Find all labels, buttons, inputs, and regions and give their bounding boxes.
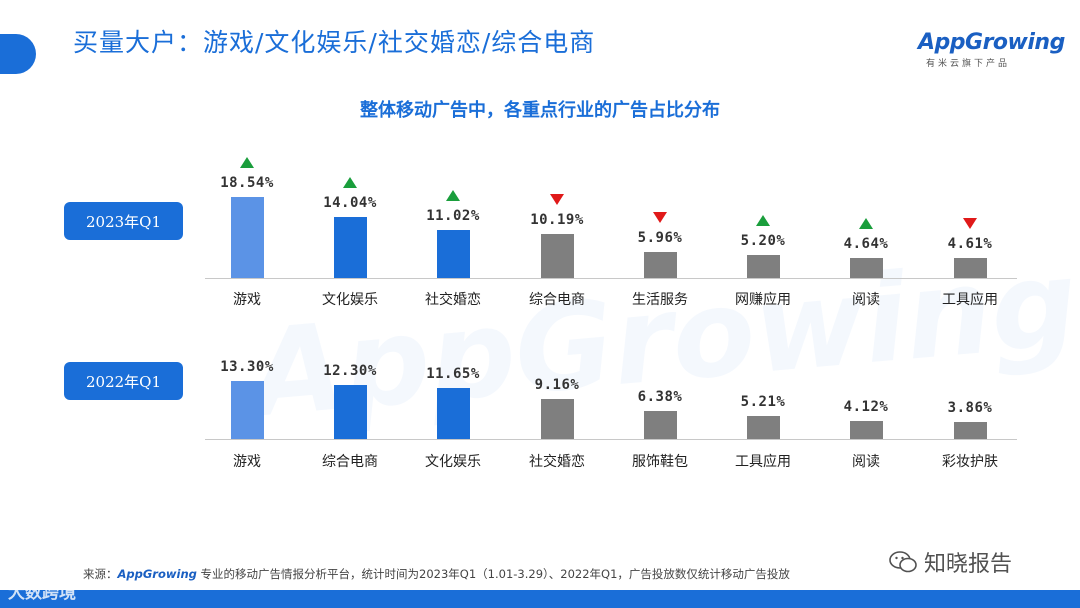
- bar-2022-0: [230, 381, 264, 439]
- period-label-2023: 2023年Q1: [64, 202, 183, 240]
- value-label-2022-0: 13.30%: [220, 359, 274, 376]
- trend-up-icon-6: [859, 217, 873, 229]
- bar-2023-7: [953, 257, 987, 278]
- value-label-2023-5: 5.20%: [740, 233, 786, 250]
- category-label-2023-2: 社交婚恋: [425, 292, 481, 308]
- bar-2022-2: [436, 388, 470, 439]
- page-title: 买量大户：游戏/文化娱乐/社交婚恋/综合电商: [73, 28, 596, 57]
- bar-2023-6: [849, 257, 883, 278]
- category-label-2023-0: 游戏: [233, 292, 261, 308]
- value-label-2023-3: 10.19%: [530, 211, 584, 228]
- category-label-2022-1: 综合电商: [322, 454, 378, 470]
- category-label-2022-2: 文化娱乐: [425, 454, 481, 470]
- category-label-2022-3: 社交婚恋: [529, 454, 585, 470]
- source-text: 专业的移动广告情报分析平台，统计时间为2023年Q1（1.01-3.29）、20…: [196, 567, 790, 581]
- value-label-2023-2: 11.02%: [426, 208, 480, 225]
- category-label-2023-6: 阅读: [852, 292, 880, 308]
- value-label-2022-7: 3.86%: [947, 400, 993, 417]
- bar-2022-1: [333, 385, 367, 439]
- wechat-icon: [889, 551, 917, 573]
- category-label-2023-5: 网赚应用: [735, 292, 791, 308]
- value-label-2022-5: 5.21%: [740, 394, 786, 411]
- value-label-2022-2: 11.65%: [426, 366, 480, 383]
- category-label-2023-4: 生活服务: [632, 292, 688, 308]
- bar-2023-4: [643, 252, 677, 278]
- bar-2022-4: [643, 411, 677, 439]
- source-note: 来源：AppGrowing 专业的移动广告情报分析平台，统计时间为2023年Q1…: [83, 566, 790, 582]
- value-label-2022-4: 6.38%: [637, 389, 683, 406]
- logo-subtitle: 有米云旗下产品: [926, 59, 1011, 69]
- footer-bar: [0, 590, 1080, 608]
- dashu-watermark: 大数跨境: [8, 583, 76, 603]
- trend-up-icon-1: [343, 176, 357, 188]
- category-label-2023-7: 工具应用: [942, 292, 998, 308]
- source-prefix: 来源：: [83, 567, 118, 581]
- value-label-2022-3: 9.16%: [534, 377, 580, 394]
- zhixiao-watermark: 知晓报告: [888, 546, 1012, 578]
- bar-2022-7: [953, 422, 987, 439]
- trend-up-icon-2: [446, 190, 460, 202]
- bar-2022-5: [746, 416, 780, 439]
- bar-2022-6: [849, 421, 883, 439]
- value-label-2023-1: 14.04%: [323, 194, 377, 211]
- category-label-2022-4: 服饰鞋包: [632, 454, 688, 470]
- title-accent-tab: [0, 34, 36, 74]
- trend-down-icon-7: [963, 217, 977, 229]
- bar-2023-0: [230, 197, 264, 278]
- chart-title: 整体移动广告中，各重点行业的广告占比分布: [360, 100, 720, 121]
- value-label-2023-4: 5.96%: [637, 230, 683, 247]
- axis-line-2023: [205, 278, 1017, 279]
- axis-line-2022: [205, 439, 1017, 440]
- category-label-2023-1: 文化娱乐: [322, 292, 378, 308]
- bar-2023-5: [746, 255, 780, 278]
- category-label-2022-0: 游戏: [233, 454, 261, 470]
- bar-2023-1: [333, 216, 367, 278]
- source-brand: AppGrowing: [117, 567, 197, 581]
- bar-2022-3: [540, 399, 574, 439]
- period-label-2022: 2022年Q1: [64, 362, 183, 400]
- trend-down-icon-3: [550, 193, 564, 205]
- zhixiao-watermark-text: 知晓报告: [924, 552, 1013, 577]
- category-label-2022-6: 阅读: [852, 454, 880, 470]
- category-label-2022-7: 彩妆护肤: [942, 454, 998, 470]
- value-label-2022-1: 12.30%: [323, 363, 377, 380]
- category-label-2023-3: 综合电商: [529, 292, 585, 308]
- category-label-2022-5: 工具应用: [735, 454, 791, 470]
- trend-down-icon-4: [653, 212, 667, 224]
- trend-up-icon-0: [240, 157, 254, 169]
- value-label-2022-6: 4.12%: [843, 399, 889, 416]
- appgrowing-logo: AppGrowing 有米云旗下产品: [918, 30, 1065, 76]
- logo-text: AppGrowing: [918, 30, 1065, 55]
- bar-2023-3: [540, 233, 574, 278]
- value-label-2023-7: 4.61%: [947, 235, 993, 252]
- value-label-2023-6: 4.64%: [843, 235, 889, 252]
- bar-2023-2: [436, 230, 470, 278]
- value-label-2023-0: 18.54%: [220, 175, 274, 192]
- trend-up-icon-5: [756, 215, 770, 227]
